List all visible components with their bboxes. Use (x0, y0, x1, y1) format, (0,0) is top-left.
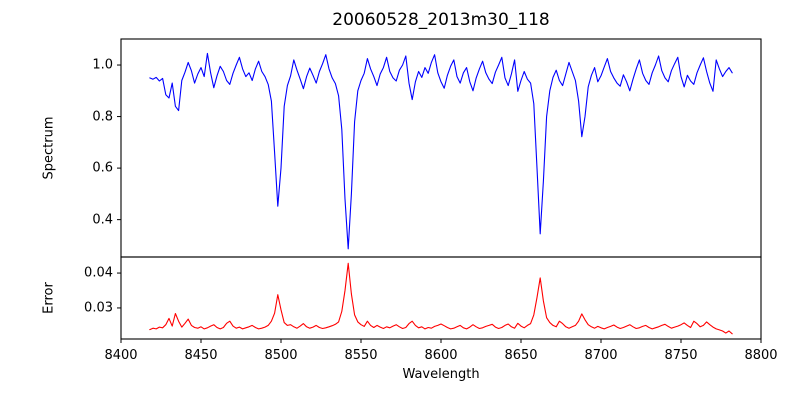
x-tick-label: 8400 (104, 348, 138, 363)
x-tick-label: 8750 (664, 348, 698, 363)
y-tick-label: 0.03 (84, 300, 113, 316)
y-tick-label: 0.4 (92, 212, 113, 228)
error-line (149, 262, 733, 335)
spectrum-line (149, 52, 733, 250)
chart-title: 20060528_2013m30_118 (332, 10, 550, 30)
x-tick-label: 8700 (584, 348, 618, 363)
x-tick-label: 8650 (504, 348, 538, 363)
x-tick-label: 8600 (424, 348, 458, 363)
error-axes (120, 256, 762, 340)
x-tick-label: 8450 (184, 348, 218, 363)
y-tick-label: 0.8 (92, 109, 113, 125)
y-tick-label: 1.0 (92, 57, 113, 73)
y-tick-label: 0.6 (92, 160, 113, 176)
x-axis-label: Wavelength (402, 367, 480, 382)
spectrum-axes (120, 38, 762, 258)
x-tick-label: 8500 (264, 348, 298, 363)
y-tick-label: 0.04 (84, 265, 113, 281)
x-tick-label: 8550 (344, 348, 378, 363)
x-tick-label: 8800 (744, 348, 778, 363)
